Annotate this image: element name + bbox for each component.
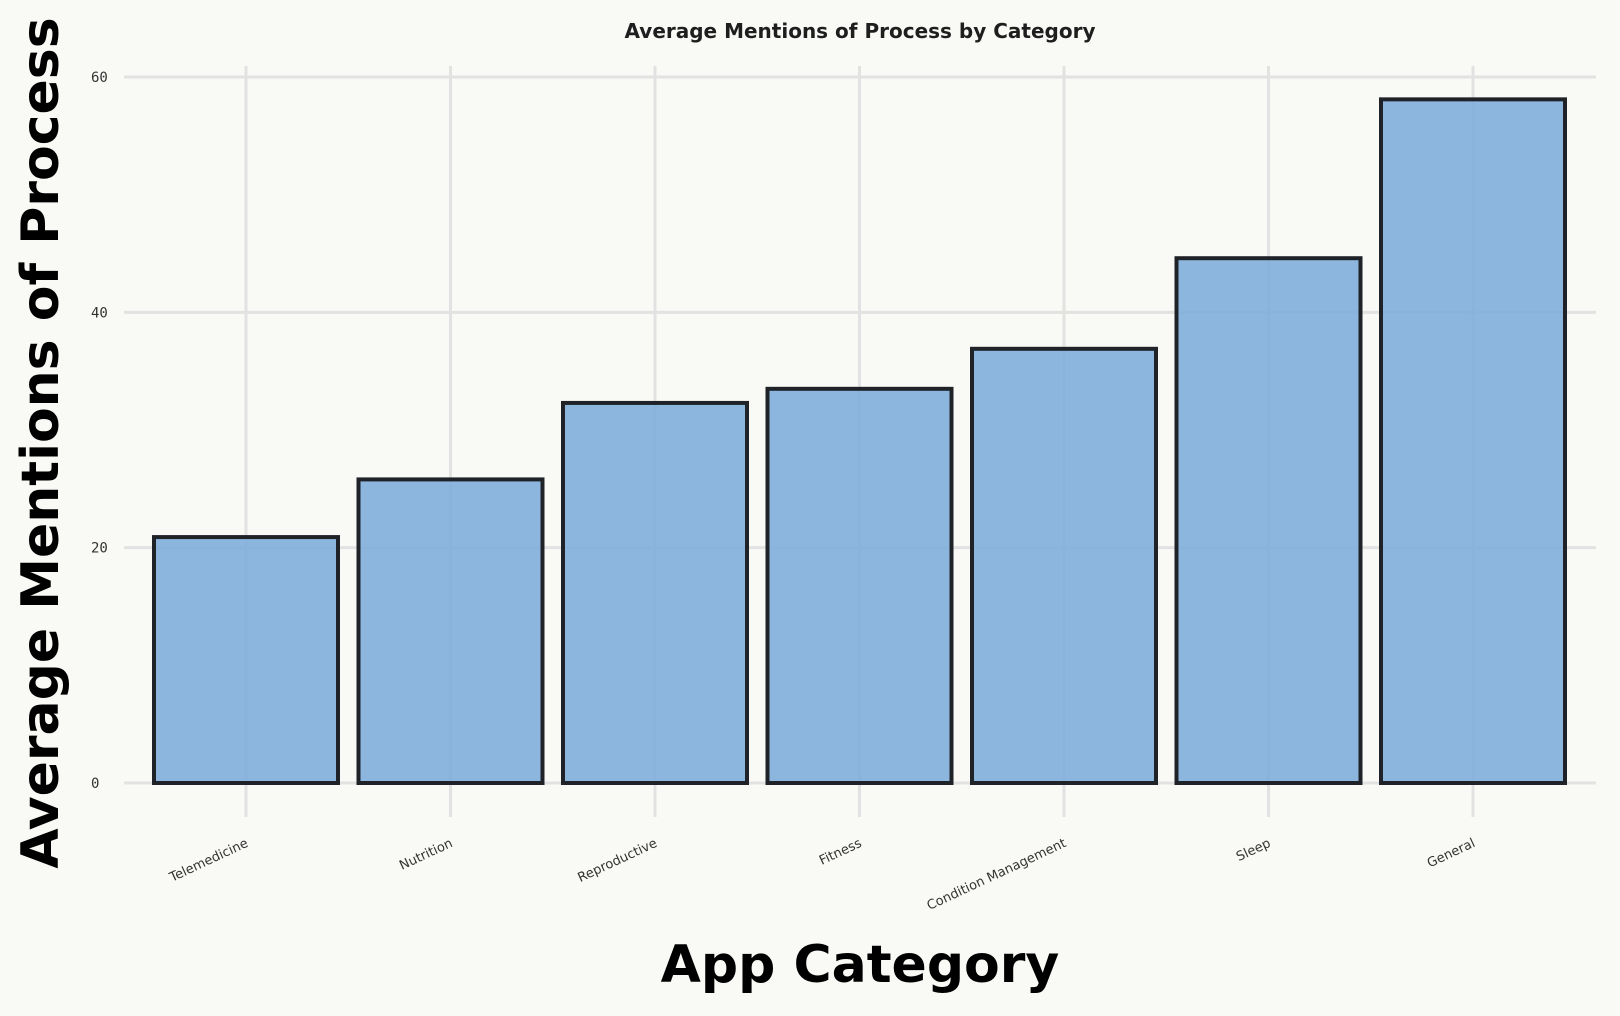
x-tick-label: General	[1425, 836, 1478, 871]
y-tick-label: 60	[91, 70, 108, 86]
x-tick-label: Fitness	[817, 836, 864, 869]
x-tick-label: Sleep	[1234, 836, 1273, 865]
y-tick-label: 20	[91, 541, 108, 557]
x-tick-label: Condition Management	[925, 836, 1069, 914]
bar	[561, 400, 749, 785]
bar	[356, 477, 545, 785]
bar	[765, 386, 954, 785]
y-axis-title: Average Mentions of Process	[11, 17, 71, 868]
y-tick-label: 0	[91, 776, 99, 792]
x-tick-label: Nutrition	[397, 836, 455, 874]
bar-layer	[152, 97, 1567, 785]
x-tick-labels: Telemedicine Nutrition Reproductive Fitness…	[167, 836, 1478, 914]
y-tick-label: 40	[91, 305, 108, 321]
y-tick-labels: 0 20 40 60	[91, 70, 108, 792]
bar	[1174, 256, 1363, 785]
x-tick-label: Telemedicine	[167, 836, 251, 886]
bar	[1379, 97, 1567, 785]
x-tick-label: Reproductive	[576, 836, 660, 886]
chart-title: Average Mentions of Process by Category	[625, 19, 1096, 43]
bar	[152, 535, 340, 785]
x-axis-title: App Category	[661, 935, 1060, 995]
bar	[970, 346, 1158, 785]
